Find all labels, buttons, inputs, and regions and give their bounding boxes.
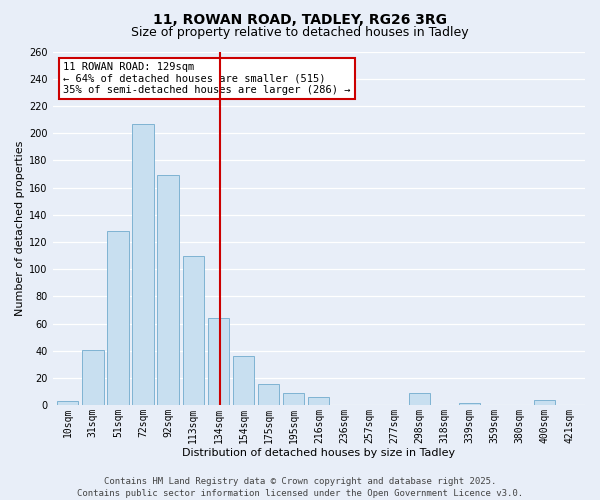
Bar (182, 256, 204, 406)
Text: 11, ROWAN ROAD, TADLEY, RG26 3RG: 11, ROWAN ROAD, TADLEY, RG26 3RG (153, 12, 447, 26)
Bar (233, 356, 254, 406)
Text: Contains HM Land Registry data © Crown copyright and database right 2025.
Contai: Contains HM Land Registry data © Crown c… (77, 476, 523, 498)
Bar (534, 400, 556, 406)
Bar (107, 231, 128, 406)
Bar (258, 384, 279, 406)
Bar (157, 176, 179, 406)
Bar (82, 350, 104, 406)
Bar (409, 393, 430, 406)
Bar (283, 393, 304, 406)
Bar (208, 318, 229, 406)
X-axis label: Distribution of detached houses by size in Tadley: Distribution of detached houses by size … (182, 448, 455, 458)
Text: 11 ROWAN ROAD: 129sqm
← 64% of detached houses are smaller (515)
35% of semi-det: 11 ROWAN ROAD: 129sqm ← 64% of detached … (63, 62, 351, 96)
Bar (57, 401, 79, 406)
Bar (308, 397, 329, 406)
Bar (133, 124, 154, 406)
Y-axis label: Number of detached properties: Number of detached properties (15, 140, 25, 316)
Bar (459, 402, 480, 406)
Text: Size of property relative to detached houses in Tadley: Size of property relative to detached ho… (131, 26, 469, 39)
